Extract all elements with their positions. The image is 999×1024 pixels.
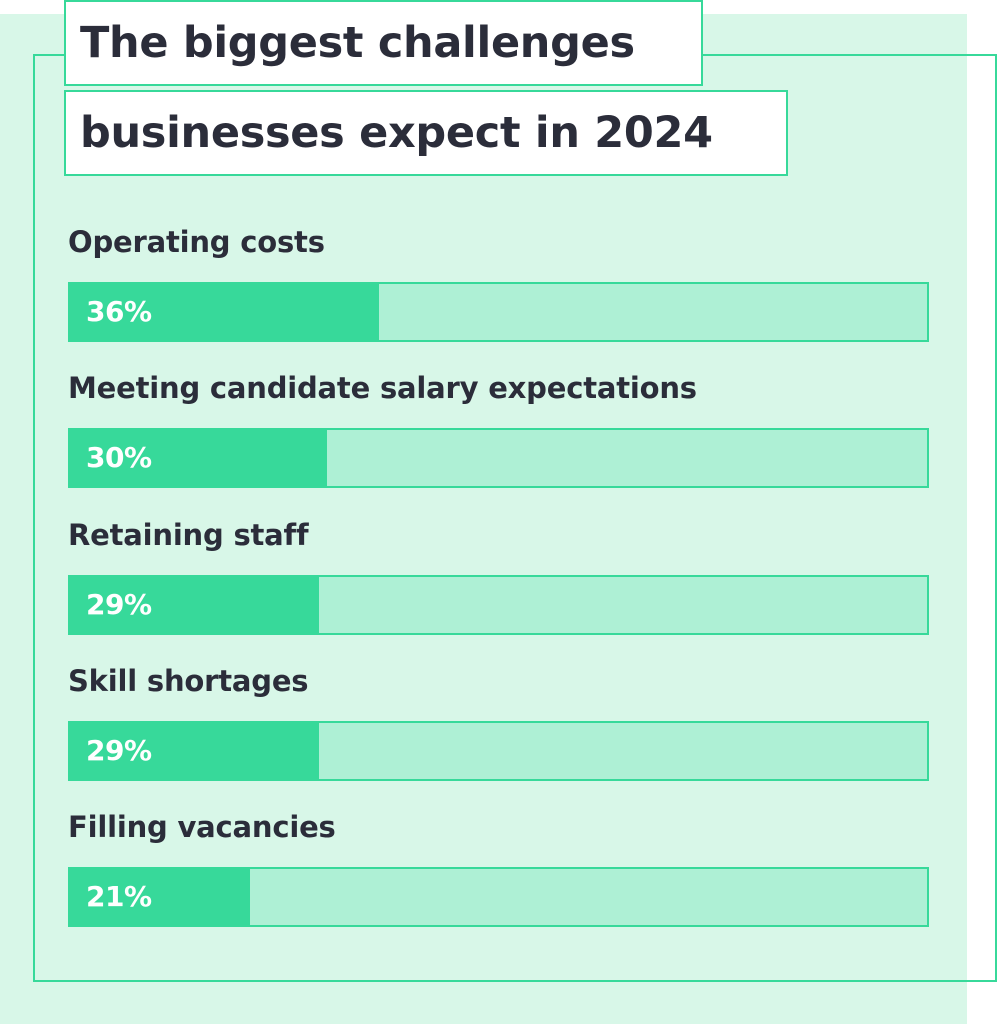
chart-title-line-1: The biggest challenges [64,0,703,86]
bar-fill [70,430,327,486]
bar-track: 36% [68,282,929,342]
bar-fill [70,284,379,340]
category-label: Meeting candidate salary expectations [68,371,697,405]
bar-fill [70,577,319,633]
background-panel [0,14,967,1024]
bar-track: 29% [68,721,929,781]
category-label: Operating costs [68,225,325,259]
value-label: 21% [86,880,152,913]
value-label: 30% [86,441,152,474]
value-label: 36% [86,295,152,328]
bar-fill [70,869,250,925]
category-label: Filling vacancies [68,810,336,844]
bar-track: 30% [68,428,929,488]
value-label: 29% [86,588,152,621]
category-label: Skill shortages [68,664,309,698]
bar-track: 29% [68,575,929,635]
bar-track: 21% [68,867,929,927]
chart-title-line-2: businesses expect in 2024 [64,90,788,176]
value-label: 29% [86,734,152,767]
bar-fill [70,723,319,779]
category-label: Retaining staff [68,518,309,552]
